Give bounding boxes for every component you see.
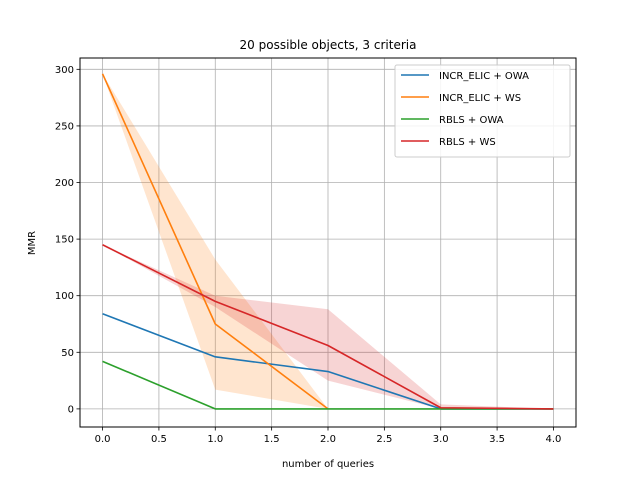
y-tick-label: 250 (55, 121, 74, 132)
x-tick-label: 2.0 (320, 434, 336, 445)
legend-label: RBLS + OWA (439, 115, 504, 126)
confidence-bands (102, 73, 554, 409)
y-tick-label: 50 (61, 348, 74, 359)
line-rbls-ws (102, 244, 554, 410)
series-lines (101, 73, 554, 410)
y-tick-label: 100 (55, 291, 74, 302)
legend-label: INCR_ELIC + OWA (439, 71, 529, 82)
y-tick-label: 300 (55, 65, 74, 76)
band-incr-elic-ws (102, 73, 328, 409)
x-tick-label: 1.0 (207, 434, 223, 445)
band-rbls-ws (102, 244, 554, 409)
x-axis-label: number of queries (282, 459, 374, 470)
x-tick-label: 0.0 (95, 434, 111, 445)
chart-title: 20 possible objects, 3 criteria (240, 38, 417, 52)
x-tick-label: 3.5 (489, 434, 505, 445)
x-tick-label: 0.5 (151, 434, 167, 445)
legend-label: RBLS + WS (439, 137, 496, 148)
x-tick-label: 3.0 (433, 434, 449, 445)
y-axis-ticks: 0 50 100 150 200 250 300 (55, 65, 80, 415)
y-axis-label: MMR (27, 231, 38, 255)
legend-label: INCR_ELIC + WS (439, 93, 521, 104)
x-tick-label: 1.5 (264, 434, 280, 445)
line-incr-elic-ws (101, 73, 329, 410)
legend: INCR_ELIC + OWA INCR_ELIC + WS RBLS + OWA R… (394, 64, 571, 158)
x-tick-label: 4.0 (546, 434, 562, 445)
y-tick-label: 0 (68, 404, 74, 415)
x-tick-label: 2.5 (376, 434, 392, 445)
legend-box (394, 64, 571, 158)
x-axis-ticks: 0.0 0.5 1.0 1.5 2.0 2.5 3.0 3.5 4.0 (95, 427, 562, 445)
y-tick-label: 200 (55, 178, 74, 189)
y-tick-label: 150 (55, 235, 74, 246)
